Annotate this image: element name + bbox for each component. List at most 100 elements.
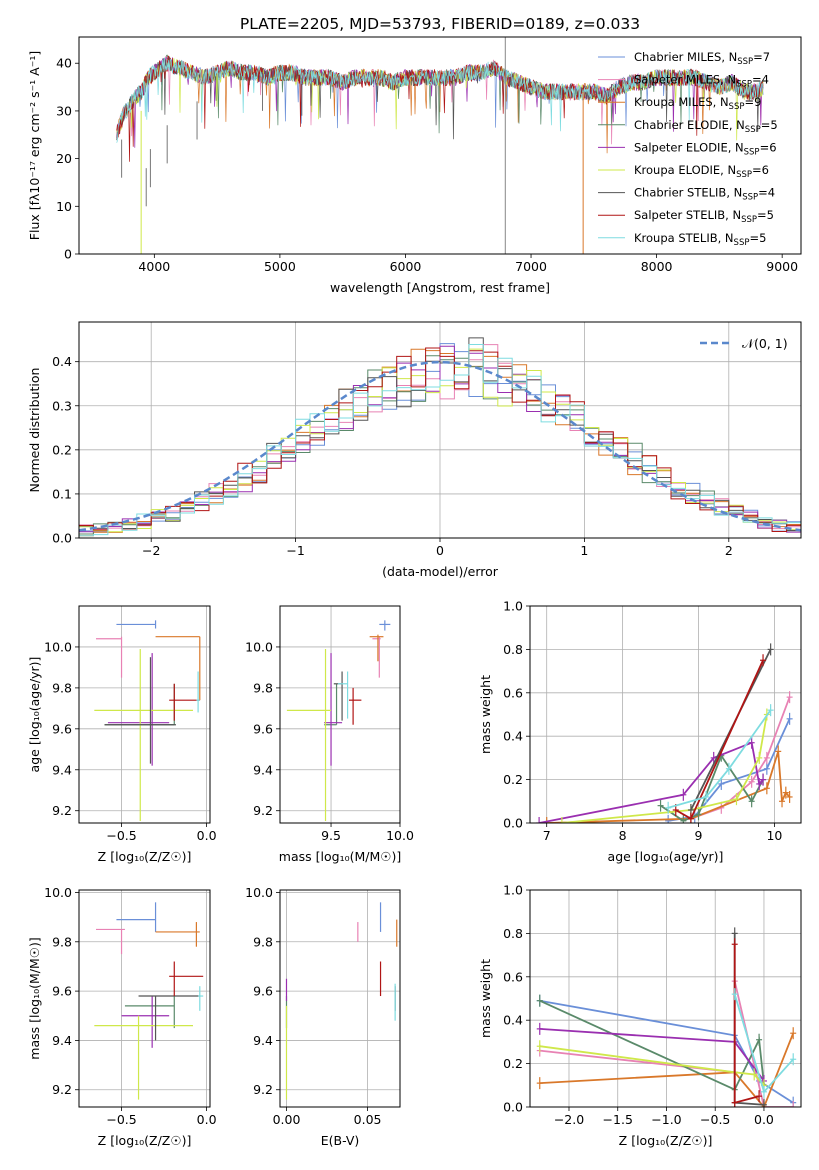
x-tick-label: 1: [580, 543, 588, 558]
y-tick-label: 9.8: [52, 934, 72, 949]
legend-entry: Salpeter MILES, NSSP=4: [634, 73, 769, 90]
y-tick-label: 1.0: [503, 883, 523, 898]
panel-mass-ebv: 0.00 0.05 9.2 9.4 9.6 9.8 10.0 E(B-V): [245, 885, 401, 1148]
y-tick-label: 9.4: [52, 1033, 72, 1048]
x-axis-label: wavelength [Angstrom, rest frame]: [330, 280, 550, 295]
legend-entry: Kroupa MILES, NSSP=9: [634, 95, 761, 112]
plot-area-age-z: [94, 620, 201, 821]
x-tick-label: 0.05: [354, 1112, 382, 1127]
panel-mass-z: −0.5 0.0 9.2 9.4 9.6 9.8 10.0 Z [log₁₀(Z/Z☉)] ma…: [27, 885, 217, 1148]
legend: 𝒩(0, 1): [700, 336, 788, 351]
y-tick-label: 30: [56, 103, 72, 118]
legend-entry: Salpeter ELODIE, NSSP=6: [634, 140, 777, 157]
weight-line: [733, 944, 760, 1104]
y-axis-label: mass weight: [478, 675, 493, 754]
y-axis-label: mass weight: [478, 959, 493, 1038]
legend-suffix: =5: [749, 231, 766, 245]
x-tick-label: −0.5: [700, 1112, 730, 1127]
x-axis-label: Z [log₁₀(Z/Z☉)]: [619, 1133, 713, 1148]
spectrum-line: [116, 57, 764, 143]
axes-frame: [78, 889, 211, 1108]
x-tick-label: 7: [543, 828, 551, 843]
legend-entry: Kroupa STELIB, NSSP=5: [634, 231, 766, 248]
y-tick-label: 9.4: [253, 762, 273, 777]
y-tick-label: 9.2: [52, 803, 72, 818]
x-tick-label: 10.0: [386, 828, 414, 843]
weight-line: [561, 714, 768, 823]
y-tick-label: 0.6: [503, 969, 523, 984]
y-axis-label: mass [log₁₀(M/M☉)]: [27, 937, 42, 1059]
plot-area-mass-z: [94, 902, 204, 1100]
x-tick-label: 0.0: [197, 1112, 217, 1127]
y-tick-label: 0.0: [52, 531, 72, 546]
axes-frame: [78, 605, 211, 824]
y-tick-label: 0.0: [503, 1100, 523, 1115]
legend-entry: Chabrier STELIB, NSSP=4: [634, 186, 775, 203]
axes-frame: [78, 321, 802, 539]
y-tick-label: 20: [56, 151, 72, 166]
x-tick-label: 0.0: [754, 1112, 774, 1127]
x-axis-label: Z [log₁₀(Z/Z☉)]: [98, 1133, 192, 1148]
x-tick-label: −2.0: [554, 1112, 584, 1127]
y-tick-label: 9.8: [253, 680, 273, 695]
legend-name: Kroupa STELIB, N: [634, 231, 734, 245]
y-tick-label: 9.2: [52, 1082, 72, 1097]
weight-line: [667, 709, 772, 809]
plot-area-residuals: [79, 337, 801, 537]
y-tick-label: 10: [56, 199, 72, 214]
axes-frame: [279, 605, 401, 824]
plot-area-age-mass: [286, 620, 391, 821]
x-tick-label: 0.0: [197, 828, 217, 843]
legend-entry: Salpeter STELIB, NSSP=5: [634, 208, 774, 225]
y-tick-label: 0.2: [503, 772, 523, 787]
y-tick-label: 10.0: [245, 885, 273, 900]
weight-line: [660, 753, 764, 822]
y-tick-label: 9.8: [52, 680, 72, 695]
x-tick-label: −2: [142, 543, 160, 558]
y-tick-label: 0.0: [503, 816, 523, 831]
x-tick-label: 8: [619, 828, 627, 843]
legend-suffix: =6: [752, 163, 769, 177]
y-tick-label: 0.8: [503, 642, 523, 657]
x-tick-label: 0.00: [273, 1112, 301, 1127]
legend-sub: SSP: [745, 125, 761, 135]
legend-sub: SSP: [736, 80, 752, 90]
y-tick-label: 9.4: [253, 1033, 273, 1048]
y-axis-label: Normed distribution: [27, 368, 42, 493]
legend-suffix: =5: [757, 208, 774, 222]
x-tick-label: 9.5: [321, 828, 341, 843]
y-tick-label: 9.6: [52, 721, 72, 736]
panel-weight-z: −2.0 −1.5 −1.0 −0.5 0.0 0.0 0.2 0.4 0.6 0.8 1.0 Z […: [478, 883, 802, 1148]
legend-name: Chabrier STELIB, N: [634, 186, 742, 200]
x-axis-label: (data-model)/error: [382, 564, 499, 579]
x-tick-label: 4000: [138, 259, 170, 274]
legend-suffix: =9: [744, 95, 761, 109]
x-tick-label: 0: [436, 543, 444, 558]
x-tick-label: 10: [766, 828, 782, 843]
legend-entry: Chabrier MILES, NSSP=7: [634, 50, 770, 67]
axes-frame: [529, 605, 802, 824]
plot-area-weight-z: [536, 927, 797, 1107]
legend-suffix: =7: [753, 50, 770, 64]
y-tick-label: 10.0: [44, 885, 72, 900]
axes-frame: [78, 36, 802, 255]
panels: 4000 5000 6000 7000 8000 9000010203040wavelen…: [27, 36, 802, 1148]
y-tick-label: 40: [56, 56, 72, 71]
legend-entry: Kroupa ELODIE, NSSP=6: [634, 163, 769, 180]
y-tick-label: 10.0: [245, 639, 273, 654]
x-tick-label: −1.5: [603, 1112, 633, 1127]
y-tick-label: 0.4: [52, 354, 72, 369]
weight-line: [539, 999, 765, 1091]
legend-sub: SSP: [737, 57, 753, 67]
axes-frame: [279, 889, 401, 1108]
legend-name: Kroupa MILES, N: [634, 95, 729, 109]
y-tick-label: 9.4: [52, 762, 72, 777]
y-axis-label: age [log₁₀(age/yr)]: [27, 657, 42, 773]
y-tick-label: 0: [64, 247, 72, 262]
y-tick-label: 0.2: [52, 442, 72, 457]
legend-suffix: =6: [760, 140, 777, 154]
legend-name: Chabrier MILES, N: [634, 50, 737, 64]
legend-name: Kroupa ELODIE, N: [634, 163, 736, 177]
y-tick-label: 9.6: [52, 984, 72, 999]
